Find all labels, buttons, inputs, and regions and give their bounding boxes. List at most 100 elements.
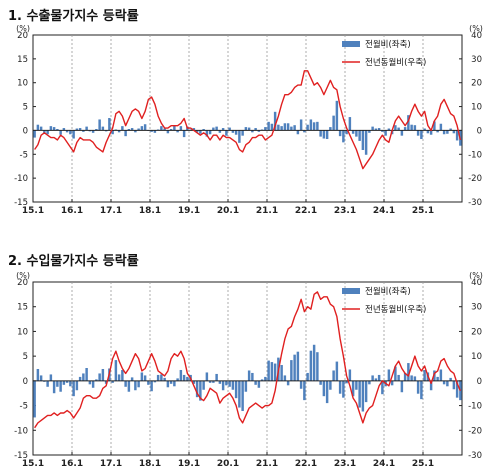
bar [351, 380, 355, 397]
bar [202, 380, 205, 390]
left-axis-unit: (%) [16, 271, 30, 280]
bar [215, 126, 218, 131]
bar [322, 380, 326, 397]
bar [78, 128, 82, 131]
right-y-tick-label: 20 [471, 79, 482, 89]
bar [114, 360, 118, 381]
bar [257, 130, 261, 132]
right-y-tick-label: 30 [471, 303, 482, 313]
bar [348, 369, 352, 381]
x-tick-label: 19.1 [178, 459, 200, 469]
bar [186, 376, 189, 381]
bar [218, 380, 222, 384]
bar [364, 380, 368, 403]
bar [49, 374, 53, 381]
bar [108, 118, 111, 131]
bar [140, 372, 144, 381]
bar [410, 375, 413, 381]
bar [254, 128, 257, 131]
bar [387, 128, 391, 131]
bar [124, 380, 127, 387]
bar [143, 375, 147, 381]
bar [182, 130, 186, 138]
x-tick-label: 17.1 [100, 459, 122, 469]
bar [384, 130, 387, 136]
right-y-tick-label: -20 [468, 426, 482, 436]
bar [407, 363, 410, 381]
left-y-tick-label: 0 [23, 126, 28, 136]
x-tick-label: 19.1 [178, 206, 200, 216]
bar [234, 380, 238, 399]
bar [205, 372, 209, 381]
bar [420, 380, 423, 400]
bar [273, 111, 277, 131]
bar [98, 119, 101, 131]
bar [358, 130, 361, 141]
bar [335, 361, 339, 381]
bar [143, 124, 147, 131]
right-y-tick-label: 0 [477, 126, 482, 136]
bar [332, 115, 335, 131]
bar [377, 374, 381, 381]
left-y-tick-label: 0 [23, 377, 28, 387]
chart-2-title: 2. 수입물가지수 등락률 [8, 254, 139, 269]
bar [319, 380, 322, 385]
bar [335, 100, 339, 131]
bar [130, 377, 134, 381]
bar [234, 130, 238, 135]
bar [299, 119, 303, 131]
bar [423, 128, 426, 131]
x-tick-label: 23.1 [334, 206, 356, 216]
bar [316, 352, 319, 381]
bar [387, 369, 391, 381]
bar [244, 380, 248, 392]
bar [208, 380, 212, 383]
bar [413, 376, 417, 381]
right-y-tick-label: 0 [477, 377, 482, 387]
left-y-tick-label: -10 [14, 174, 28, 184]
bar [452, 130, 456, 134]
bar [342, 380, 345, 398]
bar [381, 380, 384, 395]
legend-line-label: 전년동월비(우축) [365, 304, 426, 315]
bar [72, 130, 75, 139]
bar [101, 368, 105, 381]
bar [218, 130, 222, 133]
left-y-tick-label: -5 [20, 150, 28, 160]
bar [82, 373, 85, 381]
bar [400, 380, 404, 393]
bar [371, 126, 374, 131]
bar [69, 130, 72, 135]
bar [309, 119, 313, 131]
bar [95, 379, 98, 381]
bar [166, 380, 170, 388]
bar [169, 128, 173, 131]
bar [394, 125, 397, 131]
bar [238, 130, 241, 143]
bar [228, 380, 231, 387]
x-tick-label: 20.1 [217, 459, 239, 469]
left-y-tick-label: 5 [23, 352, 28, 362]
bar [147, 380, 150, 385]
bar [137, 128, 140, 131]
bar [231, 380, 235, 390]
bar [195, 130, 199, 133]
bar [277, 124, 280, 131]
bar [303, 130, 306, 133]
bar [199, 130, 202, 134]
bar [371, 375, 374, 381]
bar [306, 372, 309, 381]
bar [134, 380, 137, 391]
bar [65, 130, 69, 133]
bar [176, 130, 179, 133]
bar [36, 124, 40, 131]
yoy-line [34, 70, 462, 170]
bar [293, 125, 296, 131]
bar [270, 123, 274, 131]
bar [329, 127, 332, 131]
legend-bar-label: 전월비(좌축) [365, 286, 411, 297]
bar [397, 127, 400, 131]
bar [127, 380, 131, 392]
left-y-tick-label: 10 [17, 79, 28, 89]
x-tick-label: 16.1 [61, 459, 83, 469]
